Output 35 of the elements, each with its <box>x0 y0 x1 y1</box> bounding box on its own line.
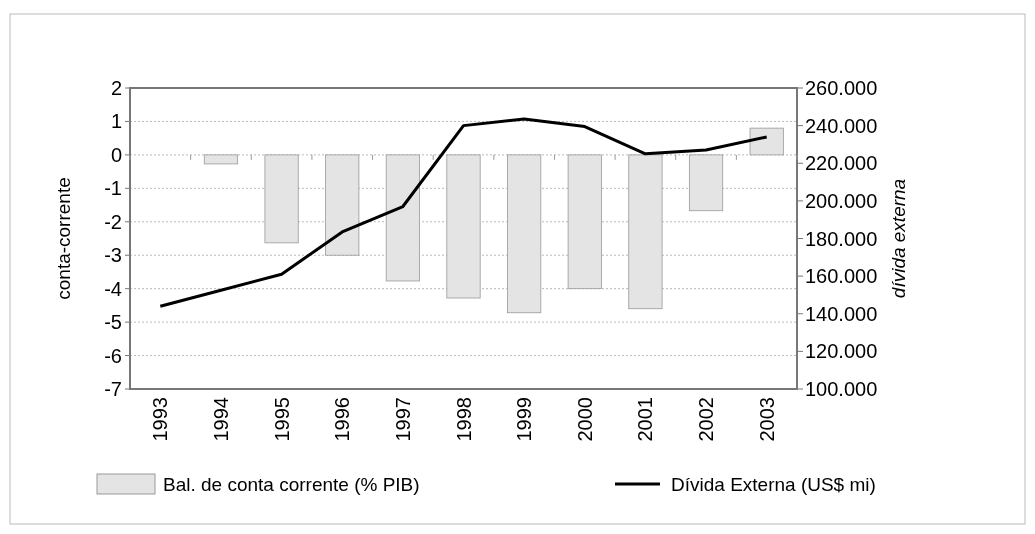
x-tick-label: 2001 <box>634 397 657 442</box>
x-tick-label: 1997 <box>391 397 414 442</box>
y2-tick-label: 140.000 <box>805 302 878 325</box>
y-tick-label: 1 <box>110 110 122 133</box>
y-tick-label: -4 <box>104 277 122 300</box>
x-tick-label: 2000 <box>573 397 596 442</box>
y2-tick-label: 260.000 <box>805 77 878 99</box>
y-tick-label: -7 <box>104 378 122 400</box>
y2-tick-label: 180.000 <box>805 227 878 250</box>
y2-tick-label: 120.000 <box>805 340 878 363</box>
y-tick-label: 2 <box>110 77 122 99</box>
legend-label: Dívida Externa (US$ mi) <box>671 473 876 495</box>
x-tick-label: 1998 <box>452 397 475 442</box>
y2-axis-title: dívida externa <box>888 178 909 299</box>
y-tick-label: -6 <box>104 344 122 367</box>
line-series <box>158 117 769 308</box>
y-tick-label: -5 <box>104 311 122 334</box>
x-tick-label: 1999 <box>513 397 536 442</box>
x-tick-label: 1996 <box>331 397 354 442</box>
y2-tick-label: 160.000 <box>805 265 878 288</box>
y2-tick-label: 220.000 <box>805 152 878 175</box>
y2-tick-label: 200.000 <box>805 189 878 212</box>
y-tick-label: -2 <box>104 210 122 233</box>
x-tick-label: 2002 <box>695 397 718 442</box>
y2-tick-label: 100.000 <box>805 378 878 400</box>
x-tick-label: 1993 <box>149 397 172 442</box>
x-tick-label: 1995 <box>270 397 293 442</box>
y-tick-label: -3 <box>104 244 122 267</box>
y-tick-label: 0 <box>110 143 122 166</box>
y2-tick-label: 240.000 <box>805 114 878 137</box>
x-tick-label: 1994 <box>209 397 232 442</box>
y-axis-title: conta-corrente <box>53 177 74 300</box>
x-tick-label: 2003 <box>755 397 778 442</box>
legend-label: Bal. de conta corrente (% PIB) <box>163 473 420 495</box>
y-tick-label: -1 <box>104 177 122 200</box>
